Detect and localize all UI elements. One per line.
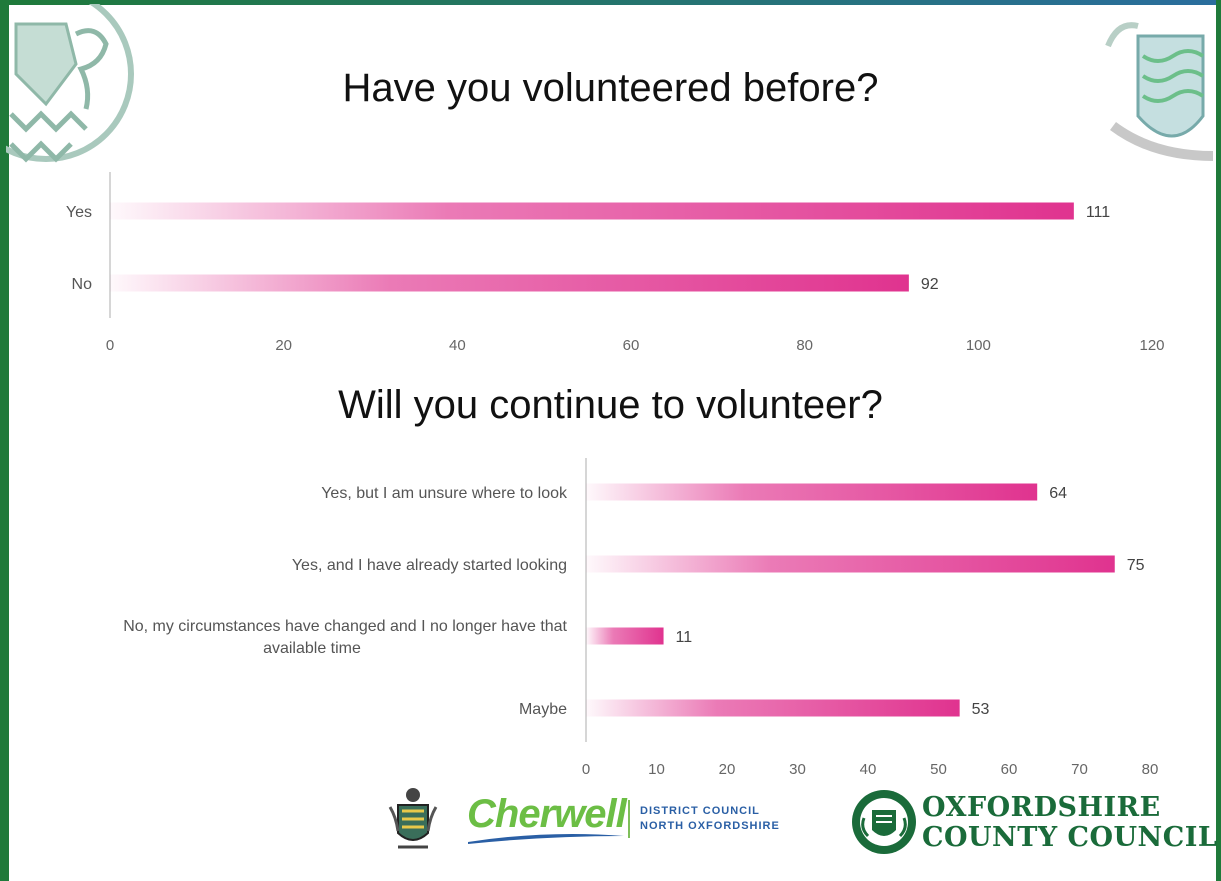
- chart-title: Have you volunteered before?: [342, 66, 879, 110]
- x-tick-label: 30: [789, 761, 806, 778]
- x-tick-label: 80: [1142, 761, 1159, 778]
- x-tick-label: 10: [648, 761, 665, 778]
- frame-right: [1216, 0, 1221, 881]
- category-label: No: [72, 276, 93, 293]
- data-label: 11: [676, 629, 693, 646]
- chart-title: Will you continue to volunteer?: [338, 383, 883, 427]
- x-tick-label: 120: [1139, 337, 1164, 354]
- frame-top: [0, 0, 1221, 5]
- bar: [110, 274, 909, 292]
- cherwell-crest-icon: [388, 788, 438, 849]
- x-tick-label: 80: [796, 337, 813, 354]
- x-tick-label: 60: [623, 337, 640, 354]
- x-tick-label: 50: [930, 761, 947, 778]
- x-tick-label: 60: [1001, 761, 1018, 778]
- oxfordshire-logo-text: OXFORDSHIRE: [922, 792, 1161, 823]
- category-label: No, my circumstances have changed and I …: [123, 618, 567, 635]
- cherwell-swoosh-icon: [468, 834, 624, 844]
- x-tick-label: 20: [275, 337, 292, 354]
- category-label: Yes, but I am unsure where to look: [321, 485, 568, 502]
- bar: [586, 627, 664, 645]
- bar: [586, 483, 1038, 501]
- x-tick-label: 20: [719, 761, 736, 778]
- x-tick-label: 40: [860, 761, 877, 778]
- category-label: Maybe: [519, 701, 567, 718]
- x-tick-label: 100: [966, 337, 991, 354]
- x-tick-label: 70: [1071, 761, 1088, 778]
- category-label: Yes: [66, 204, 92, 221]
- cherwell-subtitle: DISTRICT COUNCIL: [640, 805, 760, 817]
- cherwell-subtitle: NORTH OXFORDSHIRE: [640, 820, 780, 832]
- category-label: available time: [263, 640, 361, 657]
- data-label: 111: [1086, 204, 1110, 221]
- crest-watermark-icon: [6, 4, 134, 163]
- data-label: 64: [1049, 485, 1067, 502]
- bar: [110, 202, 1074, 220]
- x-tick-label: 40: [449, 337, 466, 354]
- frame-left: [0, 0, 9, 881]
- data-label: 75: [1127, 557, 1145, 574]
- bar: [586, 699, 960, 717]
- oxfordshire-logo-text: COUNTY COUNCIL: [922, 822, 1218, 853]
- bar: [586, 555, 1115, 573]
- crest-watermark-icon: [1105, 22, 1214, 161]
- data-label: 92: [921, 276, 939, 293]
- x-tick-label: 0: [106, 337, 114, 354]
- oxfordshire-crest-icon: [852, 790, 916, 854]
- logo-divider: [628, 800, 630, 838]
- category-label: Yes, and I have already started looking: [292, 557, 567, 574]
- data-label: 53: [972, 701, 990, 718]
- cherwell-logo-text: Cherwell: [467, 792, 627, 836]
- x-tick-label: 0: [582, 761, 590, 778]
